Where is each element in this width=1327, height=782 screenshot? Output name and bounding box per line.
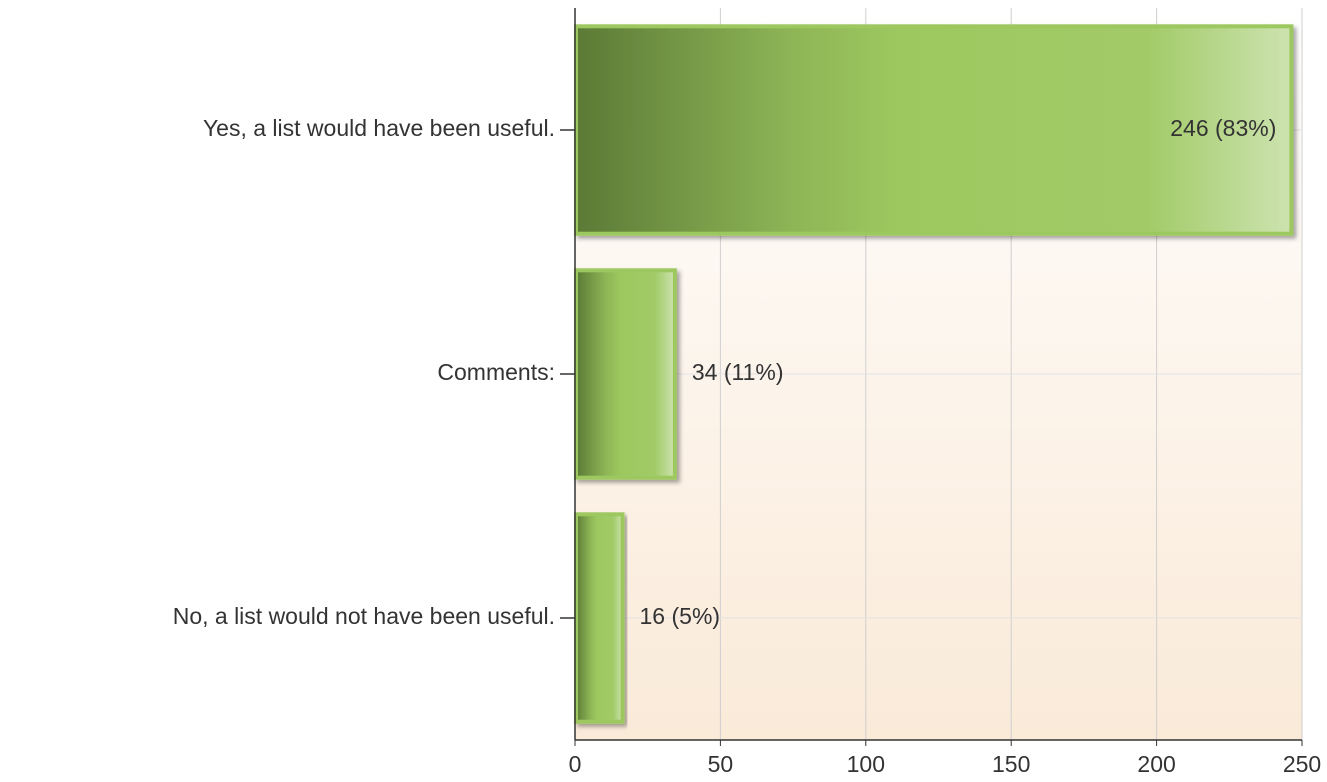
bar [574,268,677,480]
data-label: 34 (11%) [692,359,784,385]
bar [574,512,625,724]
x-tick-label: 50 [708,751,734,777]
x-tick-label: 150 [992,751,1030,777]
x-tick-label: 200 [1137,751,1175,777]
data-label: 246 (83%) [1170,115,1276,141]
y-tick-label: No, a list would not have been useful. [173,603,555,629]
x-tick-label: 100 [847,751,885,777]
x-tick-label: 250 [1283,751,1321,777]
data-label: 16 (5%) [640,603,721,629]
y-tick-label: Yes, a list would have been useful. [203,115,555,141]
y-tick-label: Comments: [437,359,555,385]
bar [574,24,1294,236]
x-tick-label: 0 [569,751,582,777]
